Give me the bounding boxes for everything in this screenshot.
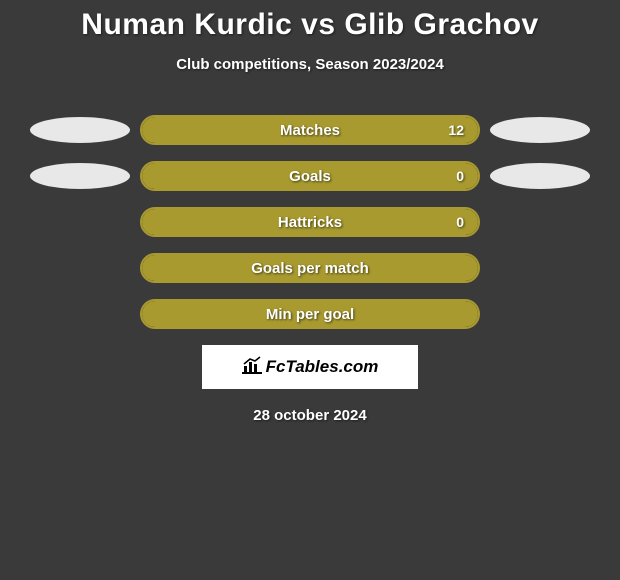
stat-value: 0 xyxy=(456,168,464,184)
stat-label: Goals per match xyxy=(251,260,369,277)
stat-label: Min per goal xyxy=(266,306,354,323)
stat-row: Goals 0 xyxy=(0,161,620,191)
date-label: 28 october 2024 xyxy=(0,407,620,424)
stat-value: 12 xyxy=(448,122,464,138)
right-ellipse-icon xyxy=(490,163,590,189)
page-title: Numan Kurdic vs Glib Grachov xyxy=(0,8,620,42)
subtitle: Club competitions, Season 2023/2024 xyxy=(0,56,620,73)
stat-row: Matches 12 xyxy=(0,115,620,145)
stat-rows: Matches 12 Goals 0 Hattricks 0 Goals per match… xyxy=(0,115,620,329)
infographic-container: Numan Kurdic vs Glib Grachov Club compet… xyxy=(0,0,620,424)
stat-row: Min per goal xyxy=(0,299,620,329)
stat-label: Matches xyxy=(280,122,340,139)
right-ellipse-icon xyxy=(490,117,590,143)
stat-bar: Goals 0 xyxy=(140,161,480,191)
logo: FcTables.com xyxy=(242,356,379,379)
left-ellipse-icon xyxy=(30,163,130,189)
stat-label: Hattricks xyxy=(278,214,342,231)
stat-bar: Matches 12 xyxy=(140,115,480,145)
logo-box: FcTables.com xyxy=(202,345,418,389)
stat-row: Hattricks 0 xyxy=(0,207,620,237)
logo-text: FcTables.com xyxy=(266,357,379,377)
stat-bar: Goals per match xyxy=(140,253,480,283)
stat-value: 0 xyxy=(456,214,464,230)
chart-icon xyxy=(242,356,262,379)
stat-label: Goals xyxy=(289,168,331,185)
stat-bar: Min per goal xyxy=(140,299,480,329)
stat-bar: Hattricks 0 xyxy=(140,207,480,237)
left-ellipse-icon xyxy=(30,117,130,143)
stat-row: Goals per match xyxy=(0,253,620,283)
